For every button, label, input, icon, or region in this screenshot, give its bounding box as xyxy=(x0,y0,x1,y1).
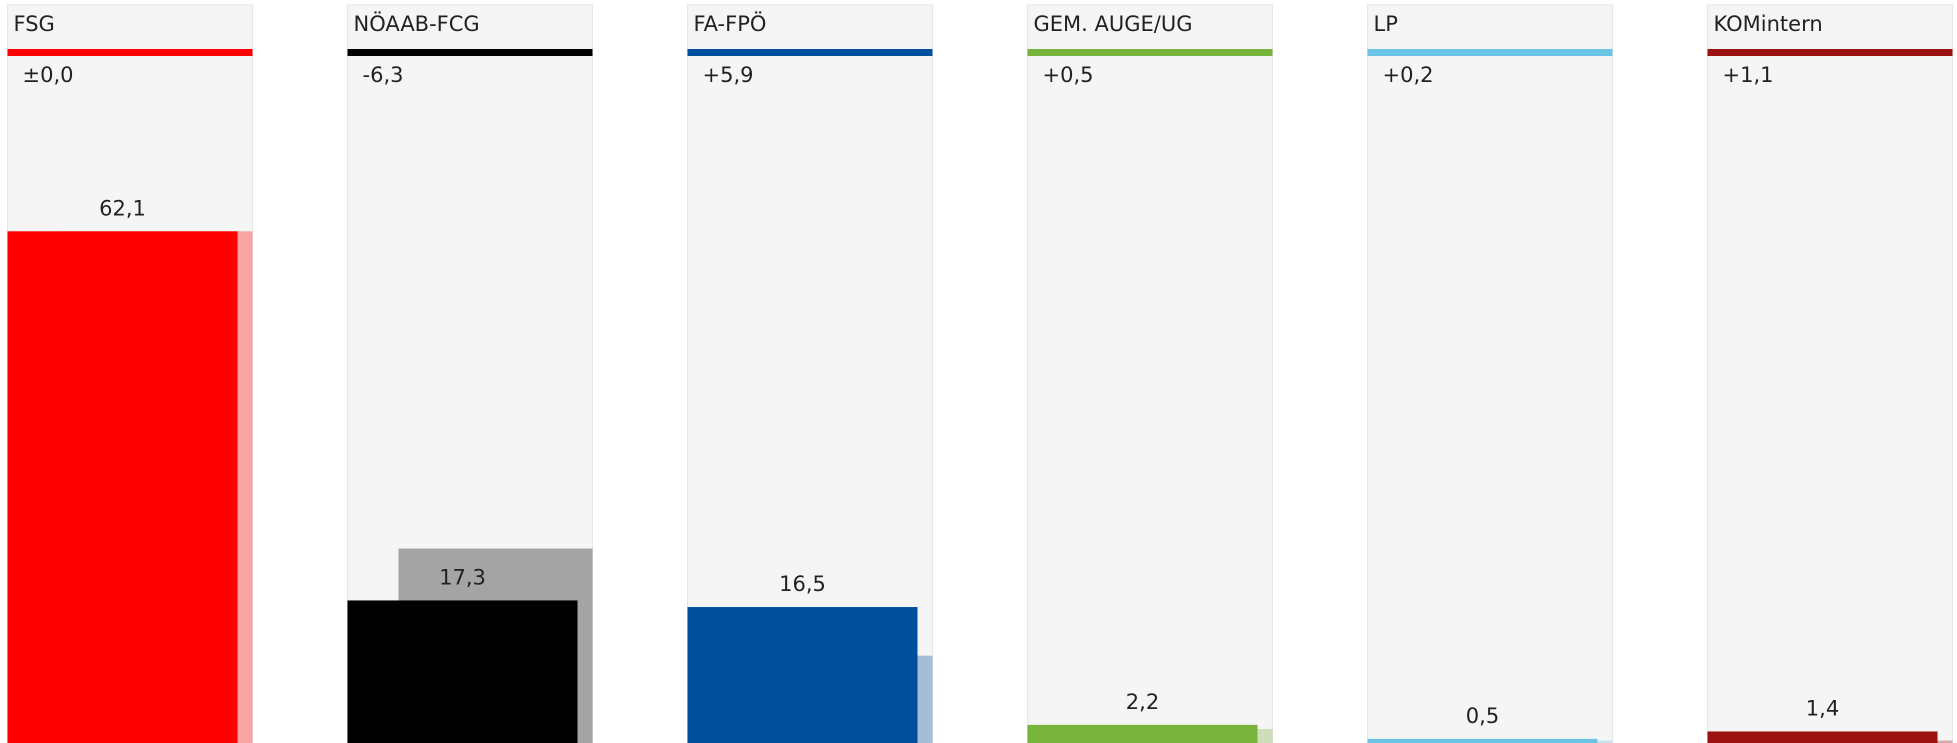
column-background xyxy=(1027,4,1273,743)
party-color-line xyxy=(7,49,253,56)
change-label: +0,5 xyxy=(1043,63,1094,87)
party-name: KOMintern xyxy=(1714,12,1823,36)
party-name: GEM. AUGE/UG xyxy=(1034,12,1193,36)
party-name: FA-FPÖ xyxy=(694,11,767,36)
party-color-line xyxy=(1707,49,1953,56)
change-label: -6,3 xyxy=(363,63,404,87)
value-label: 2,2 xyxy=(1126,690,1159,714)
value-label: 62,1 xyxy=(99,196,146,220)
party-name: FSG xyxy=(14,12,55,36)
change-label: +1,1 xyxy=(1723,63,1774,87)
value-label: 16,5 xyxy=(779,572,826,596)
party-color-line xyxy=(1367,49,1613,56)
column-background xyxy=(1367,4,1613,743)
value-label: 0,5 xyxy=(1466,704,1499,728)
change-label: +0,2 xyxy=(1383,63,1434,87)
party-name: LP xyxy=(1374,12,1398,36)
party-color-line xyxy=(347,49,593,56)
party-color-line xyxy=(687,49,933,56)
bar xyxy=(1027,724,1258,743)
party-name: NÖAAB-FCG xyxy=(354,11,480,36)
bar xyxy=(687,607,918,743)
bar xyxy=(1707,731,1938,743)
bar xyxy=(347,600,578,743)
bar xyxy=(1367,738,1598,743)
bar xyxy=(7,231,238,743)
change-label: +5,9 xyxy=(703,63,754,87)
value-label: 17,3 xyxy=(439,565,486,589)
party-color-line xyxy=(1027,49,1273,56)
change-label: ±0,0 xyxy=(23,63,74,87)
column-background xyxy=(1707,4,1953,743)
value-label: 1,4 xyxy=(1806,696,1839,720)
